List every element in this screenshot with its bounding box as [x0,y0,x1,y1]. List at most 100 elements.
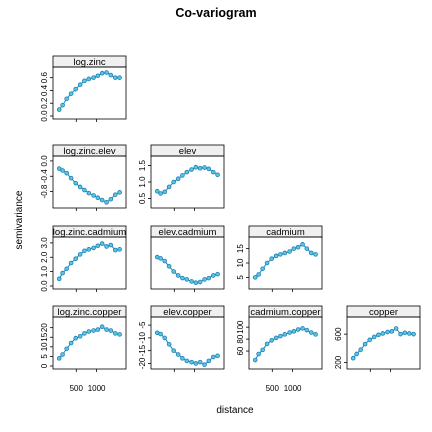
panel-cadmium-copper-point [260,347,265,353]
panel-copper: copper 200 600 [334,305,421,372]
panel-log-zinc-copper-point [108,328,114,333]
panel-copper-point [371,334,377,340]
panel-elev-cadmium-point [184,277,190,282]
panel-log-zinc-point [117,75,122,80]
panel-log-zinc-cadmium-y-tick-label: 0.0 [40,280,49,292]
panel-elev-point [206,166,212,172]
panel-elev-copper-point [158,331,163,337]
panel-elev-copper-point [193,361,199,366]
panel-log-zinc-cadmium-point [112,247,118,253]
panel-elev-copper-frame [150,316,225,370]
panel-elev-cadmium: elev.cadmium [150,225,225,292]
panel-log-zinc-cadmium-point [108,242,114,248]
panel-copper-point [393,326,399,331]
panel-log-zinc-elev-point [86,190,92,196]
panel-log-zinc-point [86,76,92,82]
panel-log-zinc-elev-point [73,180,78,186]
panel-elev-cadmium-point [215,271,220,277]
panel-log-zinc-point [108,72,114,78]
panel-log-zinc-point [82,78,87,84]
panel-log-zinc-cadmium-point [99,241,105,246]
panel-elev-copper-point [206,358,212,364]
panel-cadmium-copper-y-tick-label: 60 [236,346,245,355]
panel-log-zinc-cadmium-y-tick-label: 1.0 [40,266,49,278]
panel-elev-copper-point [202,362,207,368]
panel-log-zinc-copper-y-tick-label: 10 [40,342,49,351]
panel-cadmium-copper-frame [248,316,323,370]
x-tick-label-col0-500: 500 [70,384,84,393]
panel-elev-copper: elev.copper -20-15-10 -5 [138,305,225,372]
panel-copper-point [385,329,390,335]
panel-cadmium-copper-strip-label: cadmium.copper [250,307,320,318]
panel-cadmium-point [269,256,274,261]
panel-log-zinc-cadmium: log.zinc.cadmium 0.0 1.0 2.0 3.0 [40,225,127,292]
panel-cadmium-point [295,244,301,250]
panel-log-zinc-cadmium-point [86,247,92,252]
panel-elev-point [158,191,163,196]
panel-log-zinc-elev-point [95,195,101,201]
panel-log-zinc-point [112,75,118,80]
panel-cadmium-copper-point [291,329,297,334]
panel-elev-cadmium-point [193,280,199,286]
panel-cadmium-copper-y-tick-label: 80 [236,334,245,343]
x-axis-label: distance [216,405,254,416]
panel-elev-copper-point [210,354,216,360]
panel-copper-point [389,329,395,334]
panel-elev-point [189,167,194,172]
panel-elev-copper-point [180,356,185,361]
panel-log-zinc-elev: log.zinc.elev -0.8-0.4 0.0 [40,144,127,211]
panel-elev-strip-label: elev [179,146,197,157]
panel-log-zinc-elev-point [60,168,65,173]
panel-log-zinc-point [104,70,109,75]
panel-log-zinc-cadmium-point [77,252,83,257]
panel-log-zinc: log.zinc 0.00.20.40.6 [40,55,127,122]
panel-elev-cadmium-point [180,275,185,281]
panel-elev-point [175,176,181,182]
panel-cadmium-copper-point [264,341,270,347]
panel-log-zinc-point [77,82,83,87]
panel-elev-point [202,165,207,170]
panel-elev-copper-point [184,358,190,364]
panel-log-zinc-copper-point [60,352,65,357]
panel-log-zinc-copper-point [95,327,101,332]
panel-elev-point [197,165,203,171]
panel-cadmium-point [304,246,310,251]
panel-cadmium-point [264,260,270,266]
panel-copper-point [350,355,356,361]
panel-cadmium-copper-point [287,330,292,335]
panel-log-zinc-copper-y-tick-label: 15 [40,332,49,341]
panel-cadmium-point [273,253,279,259]
panel-copper-point [380,331,386,336]
panel-copper-point [411,331,416,337]
panel-log-zinc-elev-point [82,187,87,193]
panel-log-zinc-copper-point [104,327,109,332]
panel-log-zinc-copper-y-tick-label: 0 [40,363,49,368]
panel-elev-copper-strip-label: elev.copper [163,307,211,318]
panel-copper-point [376,332,381,338]
panel-log-zinc-copper-point [68,340,74,346]
panel-elev-copper-y-tick-label: -5 [138,321,147,329]
panel-log-zinc-cadmium-point [60,270,65,276]
panel-cadmium-point [282,250,288,256]
panel-elev-copper-point [189,359,194,365]
panel-copper-point [362,341,368,347]
x-tick-label-col2-1000: 1000 [284,384,302,393]
chart-title: Co-variogram [175,6,256,20]
panel-log-zinc-elev-point [108,196,114,202]
panel-elev-point [215,172,220,178]
panel-cadmium-copper-point [295,327,301,332]
panel-cadmium-frame [248,236,323,290]
panel-log-zinc-elev-point [68,175,74,181]
panel-cadmium-copper-point [252,357,258,363]
panel-copper-point [354,351,359,357]
panel-log-zinc-y-tick-label: 0.2 [40,97,49,109]
panel-log-zinc-copper-point [73,335,78,341]
panel-log-zinc-y-tick-label: 0.6 [40,72,49,84]
panel-log-zinc-copper-point [64,346,69,352]
panel-log-zinc-cadmium-point [64,266,69,272]
panel-elev-y-tick-label: 0.5 [138,192,147,204]
panel-log-zinc-copper-strip-label: log.zinc.copper [58,307,122,318]
panel-cadmium-point [256,272,261,277]
panel-cadmium-point [278,252,283,257]
